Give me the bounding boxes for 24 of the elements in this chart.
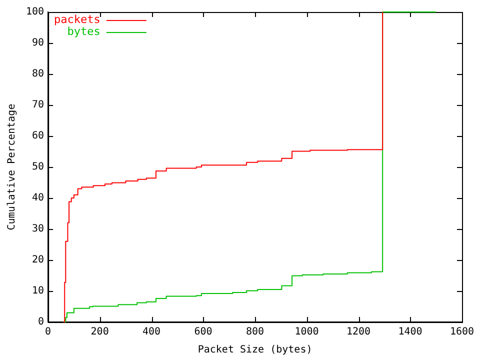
x-tick-label: 1600	[450, 326, 474, 338]
text: packets	[54, 12, 100, 26]
x-axis-title: Packet Size (bytes)	[198, 344, 312, 356]
x-tick-label: 200	[90, 326, 109, 338]
y-tick-label: 90	[32, 38, 44, 49]
x-tick-label: 1400	[398, 326, 422, 338]
y-tick-label: 40	[32, 192, 44, 204]
legend-label: bytes	[67, 24, 100, 38]
y-tick-label: 30	[32, 224, 44, 235]
y-tick-label: 60	[32, 130, 44, 142]
y-tick-label: 0	[38, 316, 44, 328]
y-tick-label: 50	[32, 162, 44, 173]
x-tick-label: 1200	[346, 326, 371, 338]
x-tick-label: 600	[194, 326, 212, 338]
x-tick-label: 800	[246, 326, 264, 338]
y-tick-label: 10	[32, 286, 44, 297]
y-tick-label: 80	[32, 68, 44, 80]
x-tick-label: 400	[142, 326, 161, 338]
y-tick-label: 20	[32, 254, 44, 266]
x-tick-label: 1000	[294, 326, 319, 338]
y-axis-title: Cumulative Percentage	[6, 104, 18, 230]
y-tick-label: 70	[32, 100, 44, 111]
y-tick-label: 100	[26, 6, 44, 18]
x-tick-label: 0	[45, 326, 52, 338]
